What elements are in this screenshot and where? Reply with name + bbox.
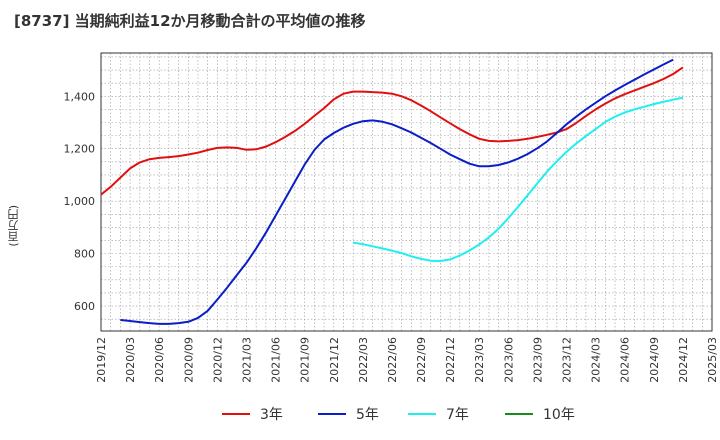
x-tick-label: 2020/12 xyxy=(211,337,224,383)
chart-grid xyxy=(100,53,713,331)
y-tick-label: 1,400 xyxy=(64,90,96,103)
x-tick-label: 2023/09 xyxy=(531,337,544,383)
x-tick-label: 2021/09 xyxy=(299,337,312,383)
x-tick-label: 2019/12 xyxy=(95,337,108,383)
series-line-7年 xyxy=(353,96,684,262)
x-tick-label: 2021/06 xyxy=(270,337,283,383)
x-tick-label: 2024/03 xyxy=(590,337,603,383)
legend-swatch xyxy=(505,413,533,415)
y-tick-label: 1,000 xyxy=(64,195,96,208)
y-tick-label: 600 xyxy=(74,300,95,313)
x-tick-label: 2024/06 xyxy=(619,337,632,383)
legend: 3年 5年 7年 10年 xyxy=(0,404,720,426)
chart-title: [8737] 当期純利益12か月移動合計の平均値の推移 xyxy=(14,12,366,30)
legend-label: 3年 xyxy=(260,407,283,423)
x-tick-label: 2023/06 xyxy=(502,337,515,383)
y-axis-ticks: 600 800 1,000 1,200 1,400 xyxy=(64,90,96,313)
series-line-5年 xyxy=(120,58,674,325)
legend-label: 7年 xyxy=(446,407,469,423)
series-line-3年 xyxy=(100,66,684,196)
y-tick-label: 1,200 xyxy=(64,143,96,156)
legend-swatch xyxy=(222,413,250,415)
x-tick-label: 2023/03 xyxy=(473,337,486,383)
legend-swatch xyxy=(408,413,436,415)
legend-label: 5年 xyxy=(356,407,379,423)
x-tick-label: 2020/09 xyxy=(182,337,195,383)
x-tick-label: 2025/03 xyxy=(706,337,719,383)
x-tick-label: 2020/03 xyxy=(124,337,137,383)
x-tick-label: 2024/09 xyxy=(648,337,661,383)
x-tick-label: 2022/06 xyxy=(386,337,399,383)
plot-frame xyxy=(100,52,713,332)
x-tick-label: 2022/09 xyxy=(415,337,428,383)
legend-swatch xyxy=(318,413,346,415)
x-tick-label: 2022/03 xyxy=(357,337,370,383)
legend-item: 10年 xyxy=(505,404,575,424)
plot-border xyxy=(100,52,713,332)
x-tick-label: 2022/12 xyxy=(444,337,457,383)
x-tick-label: 2024/12 xyxy=(677,337,690,383)
x-tick-label: 2020/06 xyxy=(153,337,166,383)
legend-item: 3年 xyxy=(222,404,283,424)
legend-item: 5年 xyxy=(318,404,379,424)
legend-item: 7年 xyxy=(408,404,469,424)
x-tick-label: 2021/03 xyxy=(240,337,253,383)
x-tick-label: 2021/12 xyxy=(328,337,341,383)
legend-label: 10年 xyxy=(543,407,575,423)
x-axis-ticks: 2019/12 2020/03 2020/06 2020/09 2020/12 2021/… xyxy=(95,337,719,383)
series-lines xyxy=(100,58,684,325)
x-tick-label: 2023/12 xyxy=(561,337,574,383)
y-tick-label: 800 xyxy=(74,248,95,261)
